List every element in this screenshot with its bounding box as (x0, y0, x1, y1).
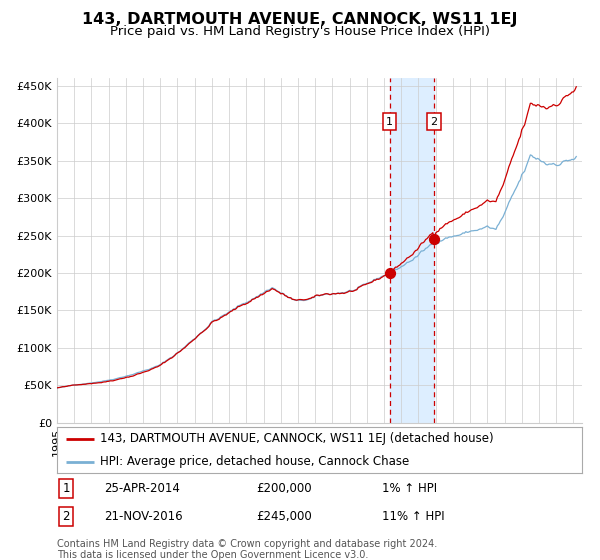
Text: 11% ↑ HPI: 11% ↑ HPI (383, 510, 445, 523)
Text: 2: 2 (430, 117, 437, 127)
Text: £200,000: £200,000 (257, 482, 312, 495)
Text: 1% ↑ HPI: 1% ↑ HPI (383, 482, 437, 495)
Text: Contains HM Land Registry data © Crown copyright and database right 2024.
This d: Contains HM Land Registry data © Crown c… (57, 539, 437, 560)
Text: 1: 1 (62, 482, 70, 495)
Text: Price paid vs. HM Land Registry's House Price Index (HPI): Price paid vs. HM Land Registry's House … (110, 25, 490, 38)
Text: 25-APR-2014: 25-APR-2014 (104, 482, 180, 495)
Text: £245,000: £245,000 (257, 510, 312, 523)
Text: HPI: Average price, detached house, Cannock Chase: HPI: Average price, detached house, Cann… (100, 455, 409, 468)
Point (429, 235, 439, 244)
Text: 143, DARTMOUTH AVENUE, CANNOCK, WS11 1EJ: 143, DARTMOUTH AVENUE, CANNOCK, WS11 1EJ (82, 12, 518, 27)
Bar (389, 78, 434, 423)
Text: 2: 2 (62, 510, 70, 523)
Text: 143, DARTMOUTH AVENUE, CANNOCK, WS11 1EJ (detached house): 143, DARTMOUTH AVENUE, CANNOCK, WS11 1EJ… (100, 432, 494, 445)
Point (385, 269, 394, 278)
Text: 21-NOV-2016: 21-NOV-2016 (104, 510, 183, 523)
Text: 1: 1 (386, 117, 393, 127)
